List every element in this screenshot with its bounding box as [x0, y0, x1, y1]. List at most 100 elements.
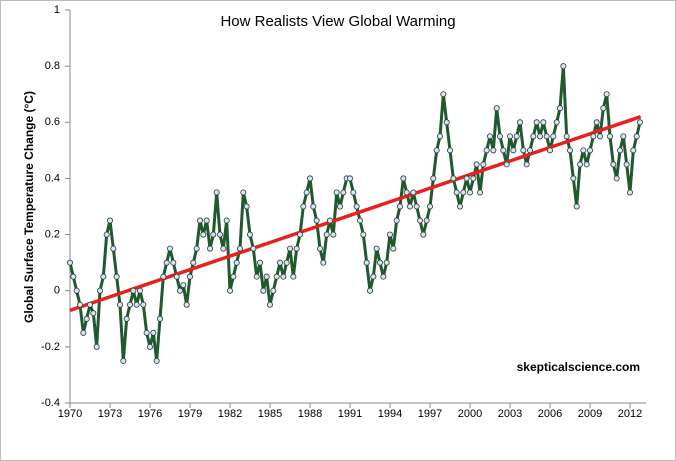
data-point	[166, 245, 173, 252]
data-point	[203, 217, 210, 224]
data-point	[613, 175, 620, 182]
data-point	[530, 133, 537, 140]
x-tick-label: 1970	[58, 408, 82, 420]
data-point	[330, 231, 337, 238]
data-point	[567, 147, 574, 154]
y-axis-label: Global Surface Temperature Change (°C)	[22, 91, 36, 323]
data-point	[597, 133, 604, 140]
data-point	[363, 259, 370, 266]
data-point	[313, 217, 320, 224]
data-point	[296, 231, 303, 238]
y-tick-label: 0.6	[45, 116, 60, 128]
x-tick-label: 1985	[258, 408, 282, 420]
data-point	[170, 259, 177, 266]
data-point	[77, 301, 84, 308]
data-point	[537, 133, 544, 140]
data-point	[460, 189, 467, 196]
data-point	[403, 189, 410, 196]
data-point	[280, 273, 287, 280]
data-point	[527, 147, 534, 154]
data-point	[143, 329, 150, 336]
data-point	[607, 133, 614, 140]
data-point	[193, 245, 200, 252]
data-point	[250, 245, 257, 252]
watermark: skepticalscience.com	[517, 360, 640, 374]
x-tick-label: 2003	[498, 408, 522, 420]
data-point	[480, 161, 487, 168]
data-point	[333, 189, 340, 196]
data-point	[316, 245, 323, 252]
data-point	[470, 175, 477, 182]
data-point	[83, 315, 90, 322]
data-point	[483, 147, 490, 154]
data-point	[580, 147, 587, 154]
data-point	[370, 273, 377, 280]
data-point	[493, 105, 500, 112]
data-point	[336, 203, 343, 210]
data-point	[326, 217, 333, 224]
data-point	[293, 245, 300, 252]
x-tick-label: 1997	[418, 408, 442, 420]
data-point	[617, 147, 624, 154]
data-point	[446, 147, 453, 154]
data-point	[486, 133, 493, 140]
y-tick-label: 0.2	[45, 228, 60, 240]
x-tick-label: 1973	[98, 408, 122, 420]
y-tick-label: -0.2	[41, 341, 60, 353]
x-tick-label: 1982	[218, 408, 242, 420]
data-point	[543, 133, 550, 140]
data-point	[423, 217, 430, 224]
x-tick-label: 1979	[178, 408, 202, 420]
data-point	[226, 287, 233, 294]
data-point	[103, 231, 110, 238]
data-point	[436, 133, 443, 140]
data-point	[260, 287, 267, 294]
data-point	[550, 133, 557, 140]
data-point	[393, 217, 400, 224]
data-point	[210, 231, 217, 238]
data-point	[356, 217, 363, 224]
data-point	[583, 161, 590, 168]
data-point	[340, 189, 347, 196]
y-tick-label: 0	[54, 285, 60, 297]
data-point	[186, 273, 193, 280]
data-point	[353, 203, 360, 210]
data-point	[633, 133, 640, 140]
data-point	[420, 231, 427, 238]
data-point	[466, 189, 473, 196]
data-point	[587, 147, 594, 154]
data-point	[396, 203, 403, 210]
data-point	[233, 259, 240, 266]
data-point	[533, 119, 540, 126]
x-tick-label: 1991	[338, 408, 362, 420]
data-point	[440, 91, 447, 98]
x-tick-label: 2000	[458, 408, 482, 420]
data-point	[443, 119, 450, 126]
data-point	[286, 245, 293, 252]
data-point	[406, 203, 413, 210]
data-point	[133, 301, 140, 308]
data-point	[373, 245, 380, 252]
data-point	[430, 175, 437, 182]
data-point	[300, 203, 307, 210]
data-point	[523, 161, 530, 168]
data-point	[290, 273, 297, 280]
data-point	[176, 287, 183, 294]
data-point	[577, 161, 584, 168]
data-point	[346, 175, 353, 182]
data-point	[283, 259, 290, 266]
data-point	[123, 315, 130, 322]
data-point	[426, 203, 433, 210]
data-point	[266, 301, 273, 308]
x-tick-label: 2009	[578, 408, 602, 420]
data-point	[390, 245, 397, 252]
x-tick-label: 1976	[138, 408, 162, 420]
data-point	[160, 273, 167, 280]
data-point	[453, 189, 460, 196]
data-point	[180, 282, 187, 289]
data-point	[573, 203, 580, 210]
x-tick-label: 1988	[298, 408, 322, 420]
data-point	[130, 287, 137, 294]
